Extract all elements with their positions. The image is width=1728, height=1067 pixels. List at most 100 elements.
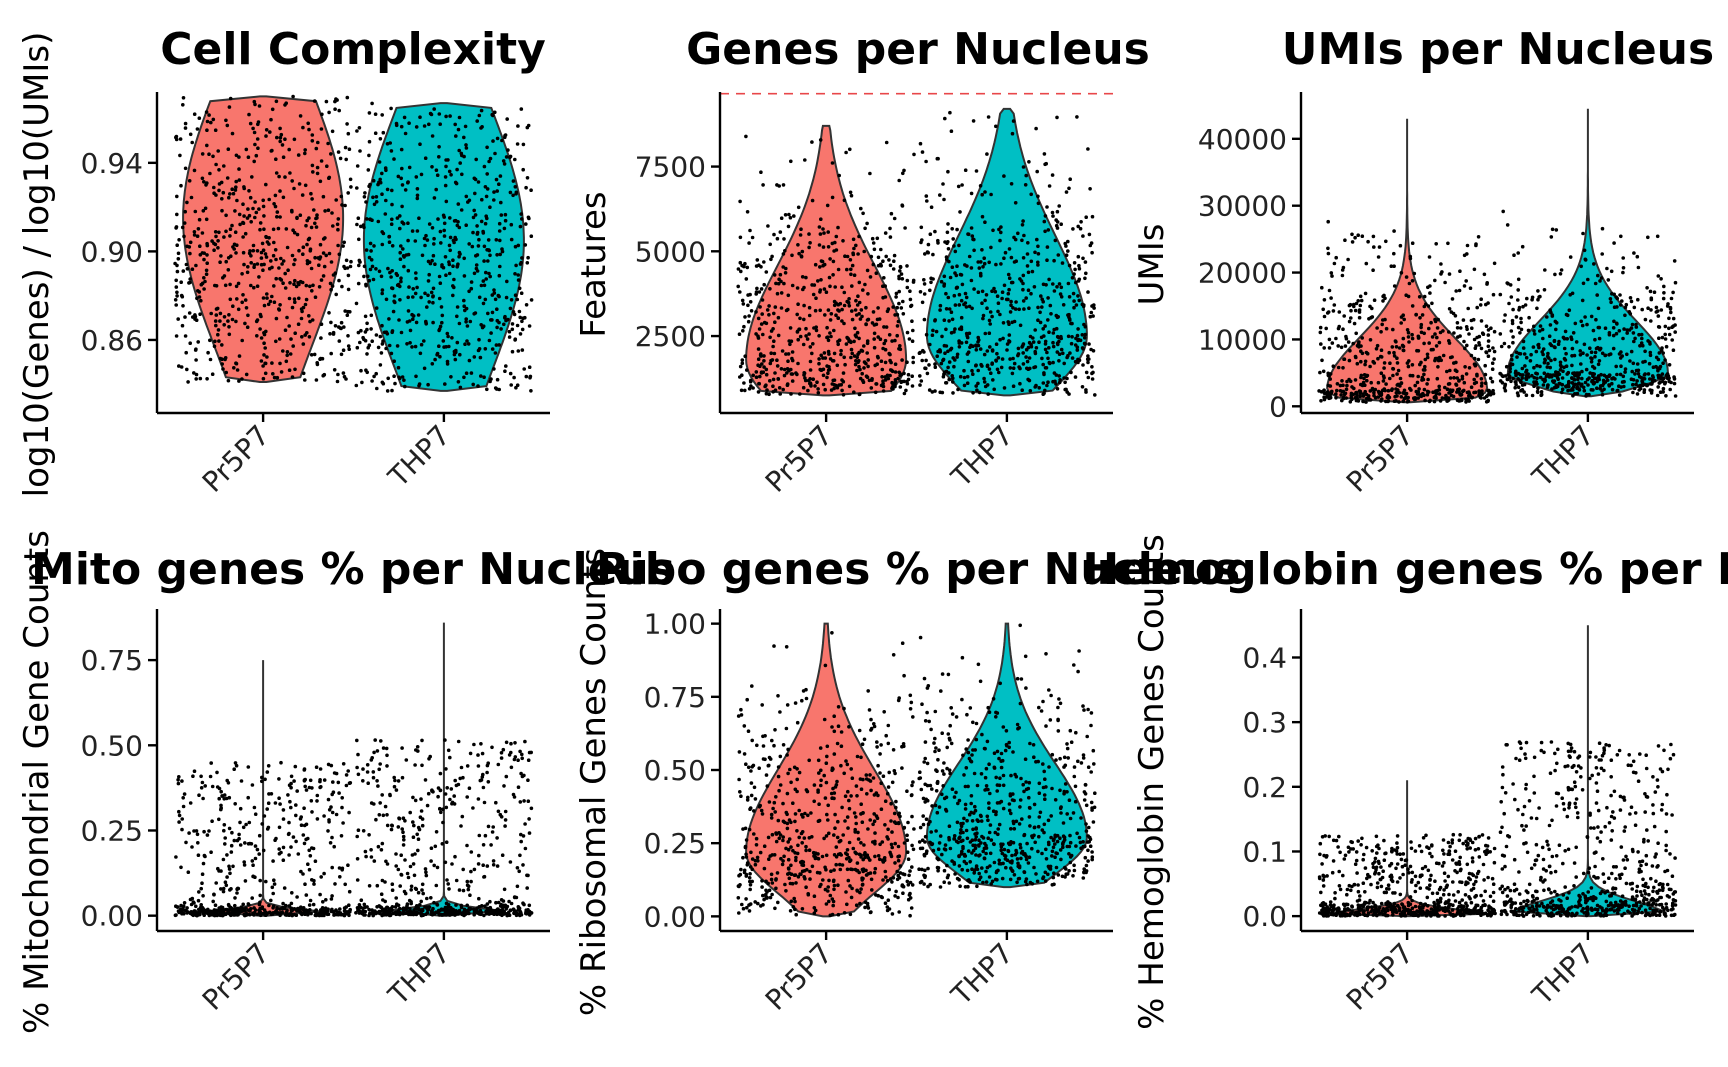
data-point	[1330, 274, 1334, 278]
data-point	[1008, 357, 1012, 361]
data-point	[1499, 344, 1504, 349]
data-point	[892, 216, 897, 221]
data-point	[340, 912, 345, 917]
data-point	[1499, 372, 1503, 376]
data-point	[1582, 388, 1587, 393]
data-point	[380, 342, 385, 346]
data-point	[327, 251, 332, 256]
data-point	[1652, 290, 1657, 295]
data-point	[452, 277, 456, 282]
data-point	[471, 230, 475, 235]
data-point	[872, 331, 877, 336]
data-point	[926, 242, 931, 247]
data-point	[1406, 330, 1411, 335]
data-point	[827, 275, 832, 280]
data-point	[758, 374, 762, 379]
data-point	[1631, 382, 1635, 387]
data-point	[1651, 365, 1656, 370]
data-point	[329, 805, 333, 809]
data-point	[1355, 361, 1360, 366]
data-point	[1558, 360, 1563, 365]
data-point	[770, 358, 775, 362]
data-point	[1425, 355, 1430, 360]
data-point	[367, 153, 371, 158]
data-point	[974, 384, 978, 388]
data-point	[1360, 336, 1364, 340]
data-point	[446, 882, 451, 886]
data-point	[883, 347, 888, 352]
data-point	[402, 378, 406, 383]
data-point	[1420, 375, 1425, 380]
data-point	[1412, 396, 1416, 401]
data-point	[892, 259, 896, 264]
data-point	[989, 245, 993, 250]
data-point	[889, 368, 894, 373]
data-point	[1541, 383, 1546, 387]
data-point	[441, 820, 445, 825]
data-point	[953, 327, 957, 331]
data-point	[1646, 372, 1651, 376]
data-point	[204, 183, 208, 187]
data-point	[291, 835, 296, 839]
data-point	[221, 857, 226, 862]
data-point	[1353, 235, 1357, 240]
data-point	[933, 362, 937, 366]
data-point	[422, 124, 427, 128]
data-point	[304, 837, 308, 842]
data-point	[255, 249, 260, 253]
data-point	[380, 878, 385, 883]
data-point	[212, 185, 216, 190]
data-point	[971, 372, 975, 377]
data-point	[474, 157, 479, 162]
data-point	[362, 225, 366, 230]
violin-Pr5P7	[1326, 118, 1489, 404]
data-point	[1026, 377, 1030, 382]
data-point	[1598, 384, 1603, 388]
data-point	[1003, 250, 1008, 255]
data-point	[483, 904, 487, 908]
data-point	[1065, 390, 1069, 394]
data-point	[361, 909, 365, 913]
data-point	[322, 913, 326, 918]
data-point	[335, 379, 340, 384]
data-point	[344, 157, 349, 162]
data-point	[223, 283, 228, 288]
data-point	[482, 375, 486, 380]
data-point	[1514, 369, 1518, 374]
data-point	[850, 263, 855, 268]
data-point	[432, 863, 437, 868]
data-point	[1492, 357, 1496, 361]
data-point	[772, 351, 777, 356]
data-point	[274, 339, 278, 344]
data-point	[1089, 310, 1094, 315]
data-point	[1464, 372, 1469, 376]
data-point	[819, 259, 824, 263]
data-point	[207, 113, 211, 117]
data-point	[387, 235, 391, 239]
data-point	[179, 280, 183, 285]
data-point	[825, 203, 830, 208]
data-point	[786, 352, 791, 356]
data-point	[395, 216, 400, 220]
data-point	[1401, 348, 1406, 353]
data-point	[1492, 261, 1497, 266]
data-point	[485, 172, 490, 176]
data-point	[1672, 375, 1676, 379]
data-point	[264, 329, 268, 334]
data-point	[1549, 310, 1553, 315]
data-point	[1602, 387, 1606, 392]
data-point	[216, 332, 220, 337]
data-point	[266, 801, 271, 805]
data-point	[336, 217, 341, 221]
data-point	[374, 333, 379, 337]
data-point	[272, 300, 277, 305]
data-point	[1584, 394, 1588, 398]
data-point	[515, 383, 520, 388]
data-point	[365, 770, 370, 774]
data-point	[357, 263, 361, 268]
data-point	[513, 337, 518, 342]
data-point	[359, 328, 363, 333]
data-point	[1073, 267, 1077, 272]
data-point	[287, 820, 291, 825]
data-point	[1328, 392, 1333, 397]
